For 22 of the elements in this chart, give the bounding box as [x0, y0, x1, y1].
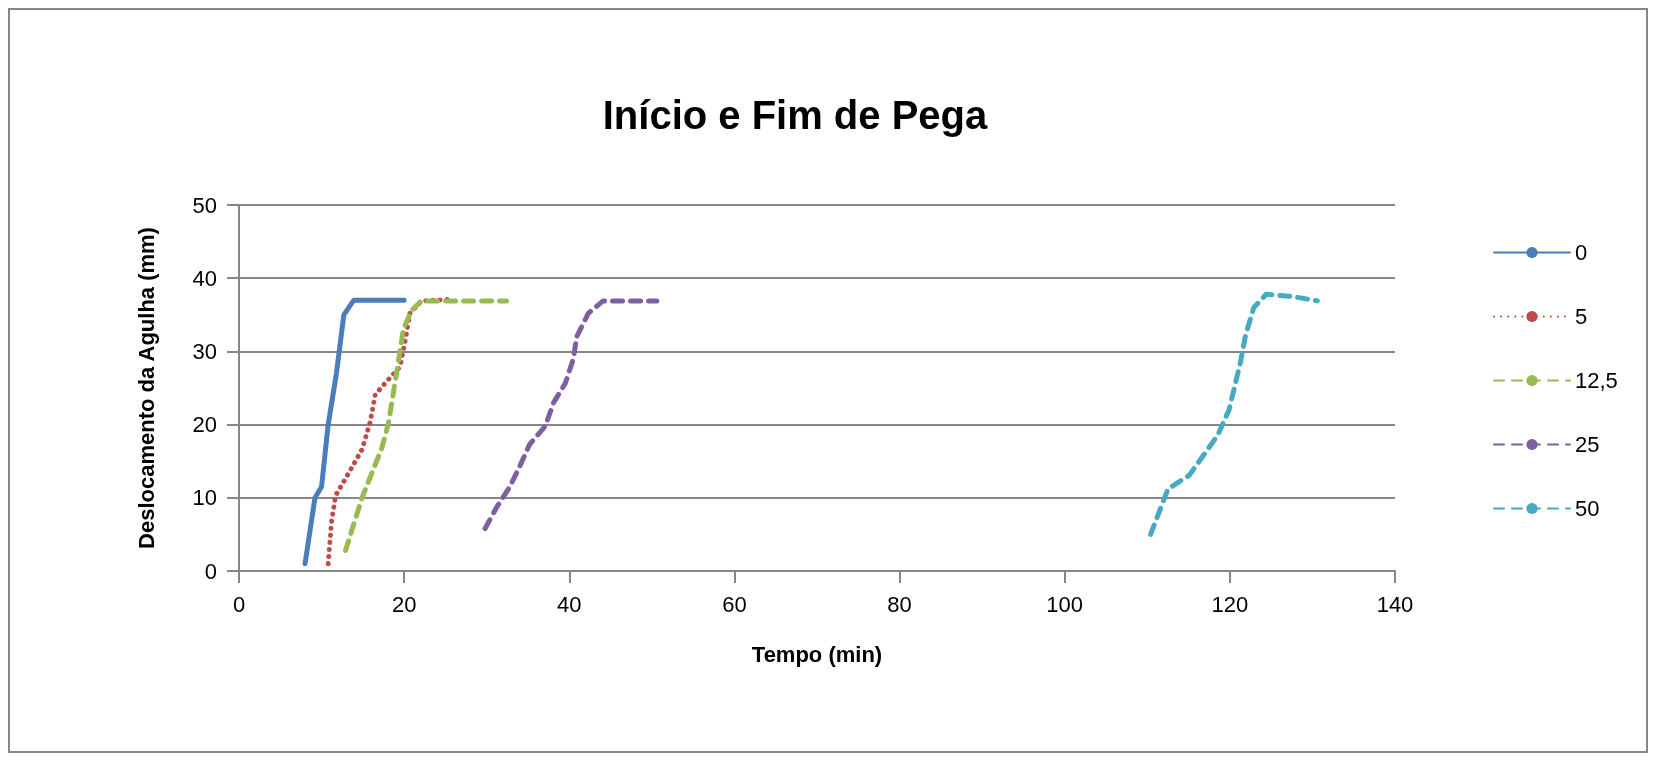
legend-label: 50	[1575, 496, 1600, 521]
x-tick-label: 40	[557, 591, 582, 617]
x-axis-title: Tempo (min)	[751, 641, 883, 667]
legend-label: 25	[1575, 432, 1600, 457]
x-tick-label: 100	[1046, 591, 1084, 617]
chart-title: Início e Fim de Pega	[602, 93, 989, 137]
x-tick-label: 80	[887, 591, 912, 617]
x-tick-label: 120	[1211, 591, 1249, 617]
y-tick-label: 50	[192, 192, 217, 218]
y-tick-label: 30	[192, 338, 217, 364]
x-tick-label: 60	[722, 591, 747, 617]
y-tick-label: 10	[192, 485, 217, 511]
x-tick-label: 20	[391, 591, 417, 617]
y-tick-label: 20	[192, 412, 217, 438]
legend-label: 12,5	[1575, 368, 1618, 393]
legend-label: 0	[1575, 240, 1588, 265]
x-tick-label: 0	[232, 591, 246, 617]
x-tick-label: 140	[1376, 591, 1414, 617]
legend-label: 5	[1575, 304, 1588, 329]
y-tick-label: 0	[204, 558, 217, 584]
y-axis-title: Deslocamento da Agulha (mm)	[133, 227, 159, 549]
y-tick-label: 40	[192, 265, 217, 291]
